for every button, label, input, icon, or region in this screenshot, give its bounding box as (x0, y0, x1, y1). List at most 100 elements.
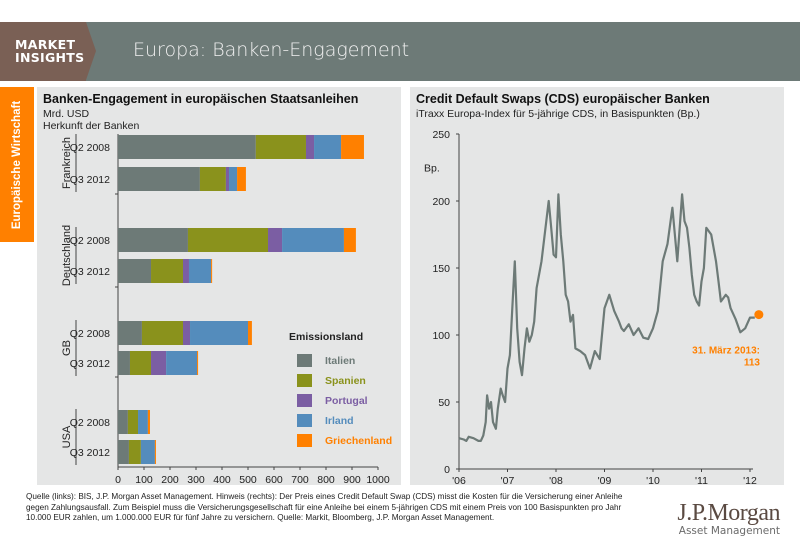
x-tick-label: 900 (343, 474, 361, 485)
x-tick-label: 600 (265, 474, 283, 485)
section-tab: Europäische Wirtschaft (0, 87, 34, 242)
header-bar: MARKET INSIGHTS Europa: Banken-Engagemen… (0, 22, 800, 81)
legend-title: Emissionsland (289, 331, 363, 343)
bar-segment-griechenland (343, 228, 356, 252)
right-chart-panel: Credit Default Swaps (CDS) europäischer … (410, 87, 784, 485)
bar-segment-irland (190, 321, 248, 345)
y-tick-label: 100 (432, 330, 450, 342)
brand-line1: MARKET (15, 37, 76, 52)
logo-main: J.P.Morgan (677, 500, 780, 526)
page-title: Europa: Banken-Engagement (133, 39, 410, 61)
bar-segment-spanien (199, 167, 226, 191)
x-tick-label: '06 (452, 475, 466, 485)
bar-segment-griechenland (237, 167, 246, 191)
bar-segment-irland (282, 228, 344, 252)
bar-segment-portugal (183, 259, 189, 283)
bar-segment-italien (118, 167, 200, 191)
bar-segment-portugal (305, 135, 315, 159)
bar-segment-italien (118, 259, 152, 283)
bar-segment-irland (138, 410, 148, 434)
x-tick-label: 800 (317, 474, 335, 485)
bar-segment-italien (118, 228, 188, 252)
x-tick-label: 0 (115, 474, 121, 485)
y-tick-label: 250 (432, 129, 450, 141)
x-tick-label: 100 (135, 474, 153, 485)
bar-segment-italien (118, 410, 128, 434)
right-chart-title: Credit Default Swaps (CDS) europäischer … (416, 92, 710, 106)
bar-segment-irland (229, 167, 238, 191)
x-tick-label: 300 (187, 474, 205, 485)
bar-segment-griechenland (248, 321, 252, 345)
category-label: Q2 2008 (70, 142, 110, 154)
line-chart: 0 50 100 150 200 250 Bp. '06 '07 '08 '09 '10 '11 '12 3… (424, 129, 764, 485)
y-tick-label: 200 (432, 196, 450, 208)
annotation-date: 31. März 2013: (692, 346, 760, 357)
x-tick-label: '09 (598, 475, 612, 485)
bar-segment-portugal (268, 228, 283, 252)
right-chart-subtitle: iTraxx Europa-Index für 5-jährige CDS, i… (416, 108, 700, 120)
annotation-value: 113 (744, 358, 761, 369)
y-tick-label: 0 (444, 464, 450, 476)
jpmorgan-logo: J.P.Morgan Asset Management (677, 500, 780, 537)
footnote: Quelle (links): BIS, J.P. Morgan Asset M… (26, 492, 623, 522)
bar-chart: 0 100 200 300 400 500 600 700 800 900 1000 Frankrei… (61, 134, 392, 485)
bar-segment-griechenland (147, 410, 150, 434)
legend-label-italien: Italien (325, 355, 355, 367)
bar-segment-spanien (187, 228, 269, 252)
x-tick-label: 500 (239, 474, 257, 485)
bar-segment-spanien (151, 259, 183, 283)
x-tick-label: '10 (646, 475, 660, 485)
bar-segment-spanien (128, 440, 141, 464)
legend-swatch-griechenland (297, 434, 312, 447)
bar-segment-italien (118, 351, 130, 375)
legend-swatch-portugal (297, 394, 312, 407)
bar-segment-griechenland (154, 440, 156, 464)
group-label-usa: USA (61, 425, 73, 448)
category-label: Q3 2012 (70, 174, 110, 186)
category-label: Q2 2008 (70, 417, 110, 429)
x-tick-label: '07 (501, 475, 515, 485)
brand-arrow-shape (86, 22, 96, 80)
category-label: Q2 2008 (70, 235, 110, 247)
legend-label-portugal: Portugal (325, 395, 368, 407)
bar-segment-spanien (129, 351, 152, 375)
bar-segment-griechenland (341, 135, 364, 159)
bar-segment-irland (140, 440, 155, 464)
x-tick-label: 200 (161, 474, 179, 485)
legend-label-spanien: Spanien (325, 375, 366, 387)
legend-swatch-italien (297, 354, 312, 367)
section-tab-label: Europäische Wirtschaft (11, 100, 23, 229)
legend-swatch-irland (297, 414, 312, 427)
bar-segment-irland (166, 351, 198, 375)
x-tick-label: 1000 (366, 474, 390, 485)
x-tick-label: '12 (743, 475, 757, 485)
bar-segment-italien (118, 321, 142, 345)
y-unit-label: Bp. (424, 163, 440, 175)
logo-sub: Asset Management (678, 525, 780, 537)
bar-segment-italien (118, 135, 256, 159)
left-chart-unit: Mrd. USD (43, 108, 90, 120)
group-label-frankreich: Frankreich (61, 137, 73, 189)
bar-segment-portugal (183, 321, 191, 345)
legend-swatch-spanien (297, 374, 312, 387)
bar-segment-irland (314, 135, 342, 159)
category-label: Q3 2012 (70, 447, 110, 459)
bar-segment-griechenland (197, 351, 199, 375)
x-tick-label: 400 (213, 474, 231, 485)
legend-label-griechenland: Griechenland (325, 435, 392, 447)
bar-segment-portugal (225, 167, 230, 191)
bar-segment-griechenland (211, 259, 213, 283)
left-chart-title: Banken-Engagement in europäischen Staats… (43, 92, 359, 106)
market-insights-badge: MARKET INSIGHTS (0, 22, 86, 81)
brand-line2: INSIGHTS (15, 50, 85, 65)
bar-segment-italien (118, 440, 129, 464)
category-label: Q2 2008 (70, 328, 110, 340)
group-label-gb: GB (61, 340, 73, 356)
bar-segment-portugal (151, 351, 167, 375)
bar-segment-spanien (255, 135, 306, 159)
left-chart-panel: Banken-Engagement in europäischen Staats… (37, 87, 401, 485)
x-tick-label: '08 (549, 475, 563, 485)
cds-series-line (458, 193, 755, 442)
category-label: Q3 2012 (70, 358, 110, 370)
group-label-deutschland: Deutschland (61, 225, 73, 286)
